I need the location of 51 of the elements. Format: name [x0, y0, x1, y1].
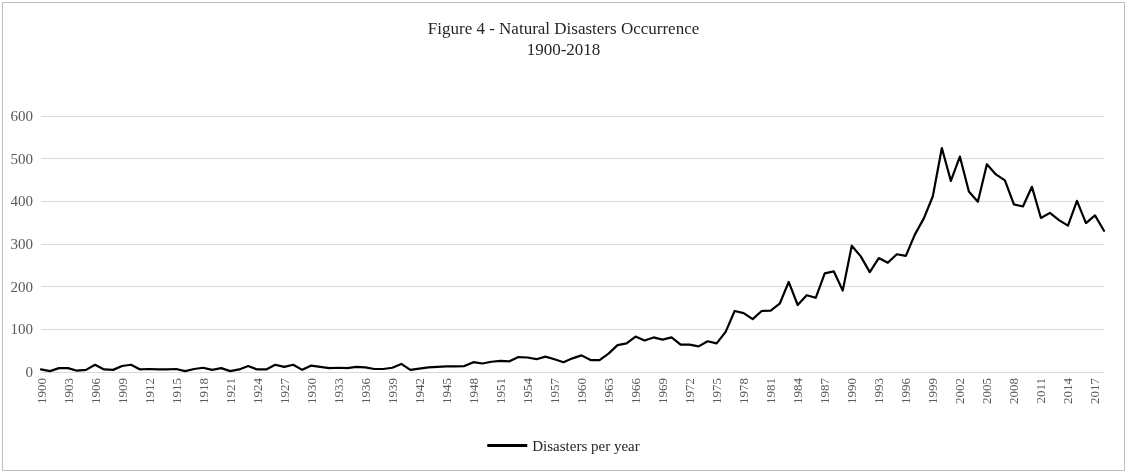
x-tick-label: 1996	[898, 377, 914, 404]
x-tick-label: 1924	[249, 377, 265, 404]
x-tick-label: 1963	[601, 378, 617, 404]
chart-title: Figure 4 - Natural Disasters Occurrence	[427, 19, 700, 38]
line-series	[39, 146, 1106, 373]
x-tick-label: 1987	[817, 377, 833, 404]
x-tick-label: 1927	[276, 377, 292, 404]
x-tick-label: 1993	[871, 378, 887, 404]
y-tick-label: 600	[10, 108, 33, 124]
x-tick-label: 1975	[709, 378, 725, 404]
x-tick-label: 1951	[492, 378, 508, 404]
x-tick-label: 1966	[628, 377, 644, 404]
x-tick-label: 1957	[546, 377, 562, 404]
x-tick-label: 2017	[1087, 377, 1103, 404]
x-tick-label: 1972	[682, 378, 698, 404]
x-tick-label: 1918	[195, 378, 211, 404]
x-tick-label: 1936	[357, 377, 373, 404]
x-tick-label: 2011	[1033, 378, 1049, 404]
x-tick-label: 1999	[925, 378, 941, 404]
x-tick-label: 2002	[952, 378, 968, 404]
chart-subtitle: 1900-2018	[526, 40, 601, 59]
x-tick-label: 1930	[303, 378, 319, 404]
x-tick-label: 1990	[844, 378, 860, 404]
x-tick-label: 2005	[979, 378, 995, 404]
x-tick-label: 1939	[384, 378, 400, 404]
x-tick-label: 2014	[1060, 377, 1076, 404]
y-tick-label: 400	[10, 193, 33, 210]
y-tick-label: 0	[25, 364, 33, 380]
x-tick-label: 1906	[87, 377, 103, 404]
x-tick-label: 1912	[141, 378, 157, 404]
x-tick-label: 1978	[736, 378, 752, 404]
x-tick-label: 1921	[222, 378, 238, 404]
x-tick-label: 1942	[411, 378, 427, 404]
x-tick-label: 1945	[438, 378, 454, 404]
x-tick-label: 1954	[519, 377, 535, 404]
x-tick-label: 1969	[655, 378, 671, 404]
x-tick-label: 2008	[1006, 378, 1022, 404]
y-tick-label: 500	[10, 150, 33, 167]
x-tick-label: 1903	[60, 378, 76, 404]
legend-label: Disasters per year	[532, 437, 640, 454]
x-tick-label: 1900	[33, 378, 49, 404]
x-tick-label: 1960	[574, 378, 590, 404]
x-tick-label: 1981	[763, 378, 779, 404]
x-tick-label: 1948	[465, 378, 481, 404]
x-tick-label: 1915	[168, 378, 184, 404]
x-tick-label: 1984	[790, 377, 806, 404]
y-tick-label: 200	[10, 278, 33, 295]
x-tick-label: 1933	[330, 378, 346, 404]
y-tick-label: 300	[10, 236, 33, 252]
x-tick-label: 1909	[114, 378, 130, 404]
y-tick-label: 100	[10, 321, 33, 338]
